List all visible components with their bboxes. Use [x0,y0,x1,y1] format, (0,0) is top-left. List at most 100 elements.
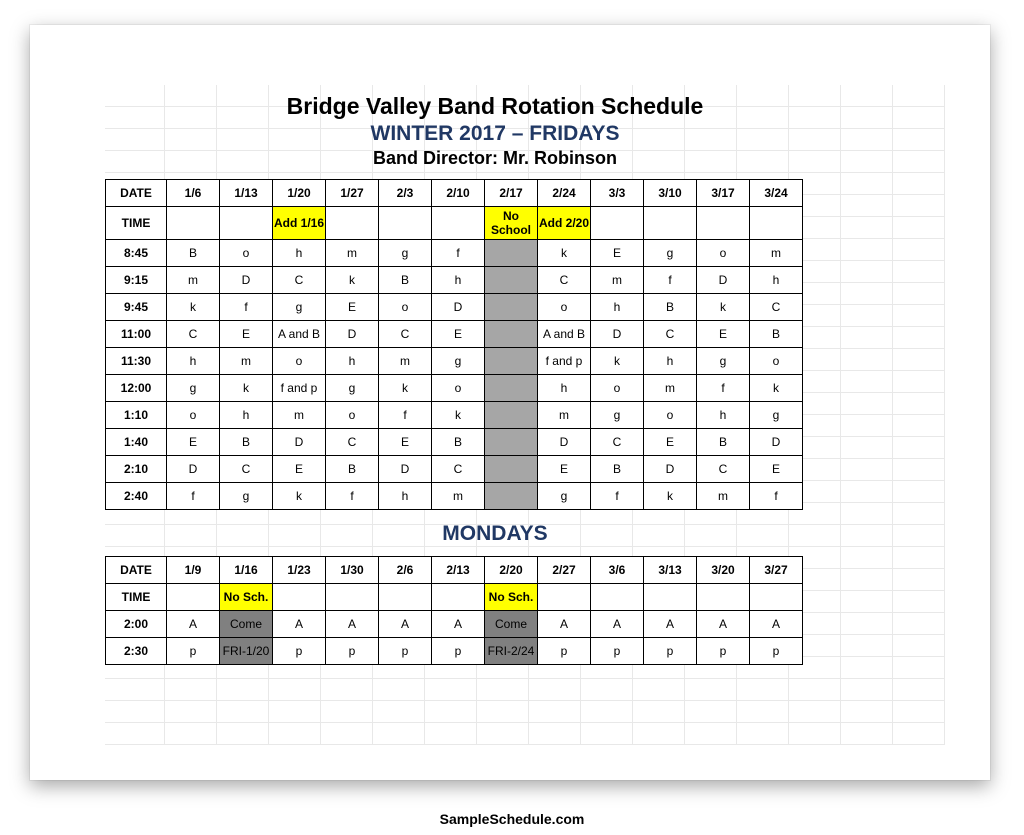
schedule-cell: p [591,638,644,665]
schedule-cell: Come [485,611,538,638]
schedule-cell [485,294,538,321]
schedule-cell: p [750,638,803,665]
schedule-cell: B [591,456,644,483]
schedule-cell: p [273,638,326,665]
schedule-cell: f [326,483,379,510]
schedule-cell: A and B [273,321,326,348]
row-time: 8:45 [106,240,167,267]
time-note-cell: Add 2/20 [538,207,591,240]
date-cell: 1/16 [220,557,273,584]
schedule-cell: h [220,402,273,429]
schedule-cell: o [220,240,273,267]
schedule-cell: p [326,638,379,665]
schedule-cell: h [432,267,485,294]
fridays-table: DATE1/61/131/201/272/32/102/172/243/33/1… [105,179,803,510]
schedule-cell: E [432,321,485,348]
time-note-cell: No Sch. [220,584,273,611]
date-cell: 1/27 [326,180,379,207]
schedule-cell: Come [220,611,273,638]
schedule-cell: FRI-1/20 [220,638,273,665]
schedule-cell: E [591,240,644,267]
schedule-cell: E [326,294,379,321]
schedule-cell: f and p [538,348,591,375]
date-cell: 1/23 [273,557,326,584]
schedule-cell: D [432,294,485,321]
schedule-cell: f [379,402,432,429]
schedule-cell: f [697,375,750,402]
date-cell: 3/24 [750,180,803,207]
date-cell: 1/20 [273,180,326,207]
date-cell: 1/9 [167,557,220,584]
schedule-cell: g [750,402,803,429]
schedule-cell: o [538,294,591,321]
schedule-cell: FRI-2/24 [485,638,538,665]
row-time: 2:10 [106,456,167,483]
time-note-cell [591,207,644,240]
schedule-cell: A [379,611,432,638]
page-title: Bridge Valley Band Rotation Schedule [105,93,885,120]
schedule-cell: E [697,321,750,348]
time-note-cell [750,207,803,240]
schedule-cell: B [379,267,432,294]
schedule-cell: g [432,348,485,375]
schedule-cell: f [432,240,485,267]
schedule-cell: h [273,240,326,267]
schedule-cell: k [167,294,220,321]
date-cell: 2/3 [379,180,432,207]
schedule-cell [485,375,538,402]
row-time: 2:40 [106,483,167,510]
schedule-cell: p [432,638,485,665]
schedule-cell: f [591,483,644,510]
date-cell: 2/17 [485,180,538,207]
document-page: Bridge Valley Band Rotation Schedule WIN… [30,25,990,780]
schedule-cell: C [273,267,326,294]
schedule-cell: D [220,267,273,294]
schedule-cell: p [538,638,591,665]
schedule-cell: m [750,240,803,267]
schedule-cell: o [644,402,697,429]
schedule-cell: m [326,240,379,267]
schedule-cell [485,456,538,483]
row-time: 2:30 [106,638,167,665]
time-note-cell [644,584,697,611]
time-note-cell: No Sch. [485,584,538,611]
time-header: TIME [106,207,167,240]
date-cell: 1/30 [326,557,379,584]
schedule-cell: g [167,375,220,402]
schedule-cell: o [432,375,485,402]
time-note-cell [379,207,432,240]
schedule-cell: D [538,429,591,456]
time-note-cell [538,584,591,611]
schedule-cell [485,402,538,429]
schedule-cell: m [432,483,485,510]
date-cell: 3/3 [591,180,644,207]
footer-credit: SampleSchedule.com [0,811,1024,827]
time-header: TIME [106,584,167,611]
mondays-title: MONDAYS [105,522,885,546]
schedule-cell: C [167,321,220,348]
row-time: 11:00 [106,321,167,348]
schedule-cell: f [644,267,697,294]
schedule-cell: h [538,375,591,402]
schedule-cell: D [167,456,220,483]
schedule-cell: D [750,429,803,456]
time-note-cell [432,207,485,240]
schedule-cell: o [326,402,379,429]
schedule-cell: f [220,294,273,321]
time-note-cell [644,207,697,240]
schedule-cell: f [750,483,803,510]
schedule-cell: o [750,348,803,375]
mondays-table: DATE1/91/161/231/302/62/132/202/273/63/1… [105,556,803,665]
schedule-cell: A [644,611,697,638]
schedule-cell: h [591,294,644,321]
schedule-cell: h [167,348,220,375]
date-cell: 2/6 [379,557,432,584]
row-time: 11:30 [106,348,167,375]
schedule-cell: B [750,321,803,348]
schedule-cell: A and B [538,321,591,348]
time-note-cell [167,584,220,611]
schedule-cell: B [220,429,273,456]
time-note-cell [326,207,379,240]
schedule-cell: m [379,348,432,375]
schedule-cell: E [538,456,591,483]
